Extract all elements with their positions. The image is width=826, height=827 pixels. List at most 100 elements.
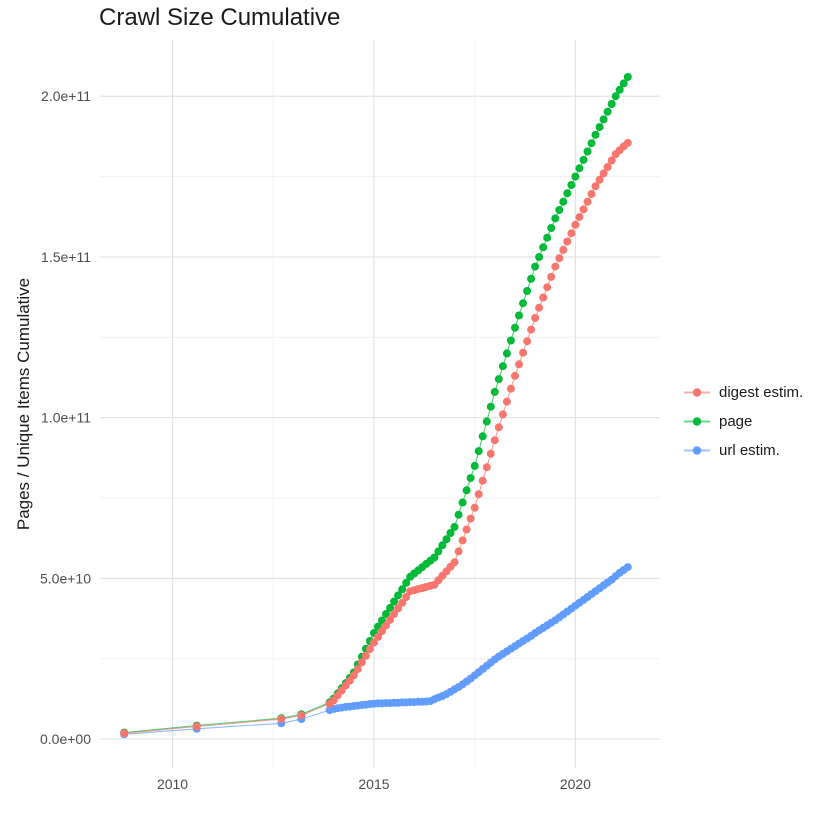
data-point-page xyxy=(474,447,483,456)
y-tick-label: 1.5e+11 xyxy=(41,249,91,265)
data-point-digest-estim xyxy=(390,610,399,618)
x-tick-label: 2015 xyxy=(358,776,389,792)
data-point-page xyxy=(527,274,536,283)
data-point-page xyxy=(394,591,403,600)
data-point-digest-estim xyxy=(591,182,600,191)
data-point-page xyxy=(402,578,411,587)
data-point-digest-estim xyxy=(595,175,604,184)
data-point-digest-estim xyxy=(539,293,548,302)
data-point-digest-estim xyxy=(494,423,503,432)
data-point-digest-estim xyxy=(519,348,527,357)
plot-title: Crawl Size Cumulative xyxy=(99,4,341,31)
data-point-page xyxy=(450,522,459,531)
legend-label: url estim. xyxy=(719,442,780,459)
data-point-digest-estim xyxy=(547,272,556,281)
data-point-digest-estim xyxy=(571,220,580,229)
data-point-page xyxy=(390,597,399,606)
data-point-page xyxy=(579,155,588,164)
data-point-page xyxy=(539,243,548,252)
data-point-page xyxy=(523,287,532,295)
data-point-page xyxy=(502,349,511,358)
x-tick-label: 2020 xyxy=(560,776,591,792)
data-point-digest-estim xyxy=(567,229,576,238)
data-point-page xyxy=(559,197,568,206)
y-tick-label: 2.0e+11 xyxy=(41,88,91,104)
data-point-page xyxy=(567,181,576,189)
data-point-page xyxy=(571,172,580,181)
data-point-page xyxy=(583,147,592,156)
data-point-digest-estim xyxy=(398,598,407,607)
data-point-digest-estim xyxy=(527,325,536,334)
data-point-page xyxy=(607,100,616,108)
data-point-page xyxy=(430,553,439,562)
data-point-page xyxy=(591,130,600,139)
data-point-page xyxy=(519,299,527,308)
legend-point xyxy=(692,446,702,455)
data-point-page xyxy=(486,402,495,411)
data-point-page xyxy=(438,541,447,550)
data-point-digest-estim xyxy=(478,476,487,485)
data-point-digest-estim xyxy=(531,314,540,322)
data-point-page xyxy=(515,311,523,320)
data-point-digest-estim xyxy=(462,525,471,534)
data-point-page xyxy=(619,79,628,88)
data-point-page xyxy=(555,206,564,214)
data-point-page xyxy=(462,486,471,495)
data-point-digest-estim xyxy=(470,503,479,512)
legend-item-digest-estim: digest estim. xyxy=(683,384,803,401)
data-point-page xyxy=(386,603,395,612)
data-point-page xyxy=(551,214,560,223)
data-point-digest-estim xyxy=(555,254,564,263)
data-point-digest-estim xyxy=(370,638,378,647)
data-point-page xyxy=(563,189,572,198)
data-point-page xyxy=(490,387,499,396)
y-tick-label: 5.0e+10 xyxy=(40,570,91,586)
data-point-page xyxy=(442,535,451,544)
data-point-digest-estim xyxy=(498,410,507,419)
data-point-page xyxy=(599,115,608,124)
data-point-digest-estim xyxy=(374,632,382,641)
data-point-digest-estim xyxy=(450,558,459,567)
data-point-page xyxy=(482,417,491,426)
legend-point xyxy=(692,417,702,426)
data-point-digest-estim xyxy=(466,514,475,523)
y-tick-label: 1.0e+11 xyxy=(41,410,91,426)
data-point-digest-estim xyxy=(486,449,495,458)
data-point-page xyxy=(587,139,596,148)
data-point-page xyxy=(595,123,604,132)
data-point-page xyxy=(470,461,479,470)
data-point-page xyxy=(575,164,584,173)
legend: digest estim. page url estim. xyxy=(683,384,803,459)
data-point-digest-estim xyxy=(361,651,370,660)
data-point-page xyxy=(446,529,455,537)
data-point-digest-estim xyxy=(523,337,532,346)
data-point-page xyxy=(506,336,515,345)
data-point-page xyxy=(623,73,632,81)
data-point-digest-estim xyxy=(120,729,129,738)
data-point-digest-estim xyxy=(579,205,588,214)
data-point-page xyxy=(511,323,519,332)
data-point-digest-estim xyxy=(297,711,306,720)
data-point-digest-estim xyxy=(583,197,592,206)
legend-key-digest-estim xyxy=(684,388,710,397)
data-point-digest-estim xyxy=(382,621,390,630)
data-point-page xyxy=(531,262,540,271)
y-tick-label: 0.0e+00 xyxy=(40,731,91,747)
legend-item-page: page xyxy=(683,413,803,430)
data-point-digest-estim xyxy=(535,303,544,312)
legend-label: digest estim. xyxy=(719,384,804,401)
data-point-page xyxy=(543,233,552,242)
data-point-url-estim xyxy=(623,563,632,572)
data-point-digest-estim xyxy=(506,384,515,393)
data-point-digest-estim xyxy=(587,190,596,198)
data-point-digest-estim xyxy=(559,245,568,254)
data-point-digest-estim xyxy=(454,547,463,556)
data-point-digest-estim xyxy=(349,671,358,680)
data-point-page xyxy=(454,510,463,519)
data-point-digest-estim xyxy=(502,397,511,406)
series-line-url-estim xyxy=(124,566,629,735)
data-point-digest-estim xyxy=(482,463,491,472)
legend-key-page xyxy=(684,417,710,426)
